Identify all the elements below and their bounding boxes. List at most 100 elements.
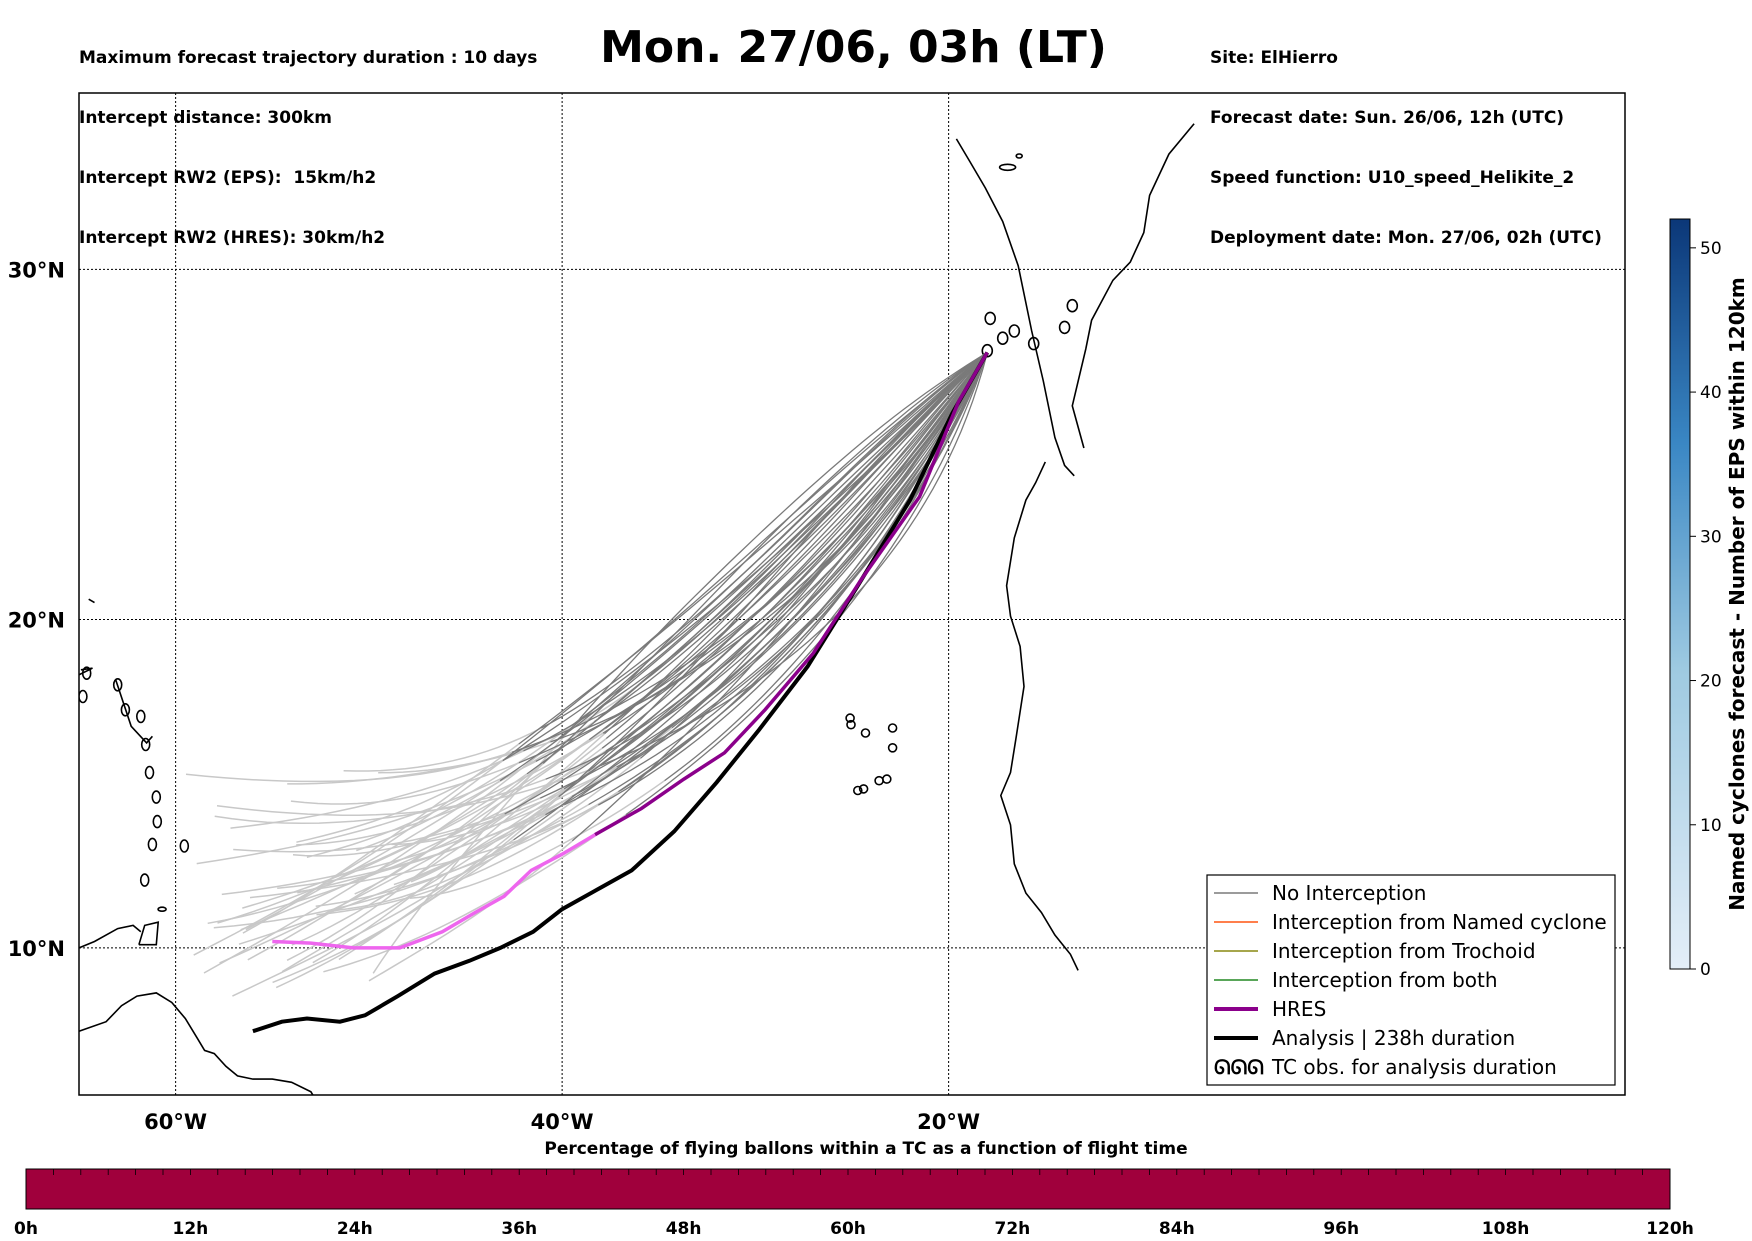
percentage-bar: Percentage of flying ballons within a TC… xyxy=(14,1139,1694,1239)
ensemble-trajectory-early xyxy=(563,352,988,790)
island-canary xyxy=(981,343,994,358)
ensemble-trajectory-early xyxy=(604,352,988,735)
ensemble-trajectory-early xyxy=(518,352,988,764)
island-antilles xyxy=(140,737,151,752)
ensemble-trajectory-late xyxy=(203,738,559,974)
ensemble-trajectory-early xyxy=(526,352,988,775)
ensemble-trajectory-late xyxy=(323,814,627,973)
island-cape-verde xyxy=(846,719,856,730)
island-antilles xyxy=(144,765,155,780)
header-line-intercept-eps: Intercept RW2 (EPS): 15km/h2 xyxy=(79,168,377,188)
ensemble-trajectory-late xyxy=(272,791,565,984)
percentage-tick-label: 0h xyxy=(14,1219,38,1239)
island-cape-verde xyxy=(852,785,863,796)
hres-track-late xyxy=(272,833,596,950)
lon-label: 60°W xyxy=(144,1110,207,1134)
header-right: Site: ElHierro Forecast date: Sun. 26/06… xyxy=(1210,8,1602,268)
legend-label: TC obs. for analysis duration xyxy=(1271,1055,1557,1079)
island-antilles xyxy=(139,873,150,887)
ensemble-trajectory-early xyxy=(594,352,988,723)
percentage-tick-label: 108h xyxy=(1482,1219,1530,1239)
ensemble-trajectory-early xyxy=(605,352,988,730)
header-line-intercept-distance: Intercept distance: 300km xyxy=(79,108,332,128)
legend-label: Interception from Trochoid xyxy=(1272,939,1536,963)
island-canary xyxy=(984,311,997,326)
ensemble-trajectory-early xyxy=(542,351,988,764)
ensemble-trajectory-late xyxy=(193,759,504,956)
legend-label: No Interception xyxy=(1272,881,1426,905)
ensemble-trajectory-early xyxy=(601,352,988,749)
ensemble-trajectory-late xyxy=(242,773,528,909)
island-cape-verde xyxy=(887,742,898,753)
colorbar-tick-label: 0 xyxy=(1700,960,1711,980)
coast-south-america xyxy=(79,992,314,1095)
header-line-deployment-date: Deployment date: Mon. 27/06, 02h (UTC) xyxy=(1210,228,1602,248)
island-canary xyxy=(1058,320,1071,335)
ensemble-trajectory-late xyxy=(230,750,524,829)
percentage-tick-label: 24h xyxy=(337,1219,373,1239)
main-tracks xyxy=(252,351,990,1034)
colorbar-tick-label: 40 xyxy=(1700,383,1722,403)
legend-label: Interception from both xyxy=(1272,968,1498,992)
island-canary xyxy=(996,331,1009,346)
island-antilles xyxy=(120,702,131,717)
lon-label: 20°W xyxy=(917,1110,980,1134)
ensemble-trajectory-late xyxy=(286,762,544,961)
hres-track xyxy=(594,351,989,837)
legend-symbol-tc-obs: ᘏᘏᘏ xyxy=(1214,1055,1264,1079)
map-title: Mon. 27/06, 03h (LT) xyxy=(600,22,1107,73)
ensemble-trajectory-early xyxy=(587,352,988,772)
island-cape-verde xyxy=(860,728,871,738)
island-trinidad xyxy=(138,921,160,946)
ensemble-trajectory-late xyxy=(217,738,590,924)
ensemble-trajectory-late xyxy=(306,724,573,859)
ensemble-trajectory-early xyxy=(579,351,988,720)
colorbar-tick-label: 20 xyxy=(1700,672,1722,692)
colorbar: 0 10 20 30 40 50 Named cyclones forecast - Nu… xyxy=(1669,218,1749,980)
island-porto-santo xyxy=(1015,153,1024,159)
ensemble-trajectory-late xyxy=(185,751,513,783)
island-antilles xyxy=(112,677,123,692)
coastlines xyxy=(79,123,1195,1095)
percentage-tick-label: 72h xyxy=(995,1219,1031,1239)
island-antilles xyxy=(151,790,162,804)
colorbar-tick-label: 30 xyxy=(1700,527,1722,547)
ensemble-trajectory-early xyxy=(571,352,988,727)
island-canary xyxy=(1008,324,1021,338)
coast-africa-north xyxy=(955,138,1075,477)
island-cape-verde xyxy=(845,713,855,723)
percentage-tick-label: 36h xyxy=(501,1219,537,1239)
header-left: Maximum forecast trajectory duration : 1… xyxy=(79,8,537,268)
legend-label: HRES xyxy=(1272,997,1326,1021)
island-cape-verde xyxy=(887,723,898,733)
percentage-bar-background xyxy=(25,1168,1671,1210)
island-canary xyxy=(1027,336,1040,351)
island-antilles xyxy=(152,814,163,829)
legend: No Interception Interception from Named c… xyxy=(1206,874,1616,1086)
ensemble-trajectory-late xyxy=(338,770,589,961)
percentage-tick-label: 12h xyxy=(173,1219,209,1239)
lon-label: 40°W xyxy=(531,1110,594,1134)
percentage-tick-label: 48h xyxy=(666,1219,702,1239)
ensemble-trajectory-early xyxy=(605,352,988,740)
percentage-tick-label: 120h xyxy=(1646,1219,1694,1239)
ensemble-trajectory-late xyxy=(232,839,515,997)
colorbar-tick-label: 10 xyxy=(1700,816,1722,836)
ensemble-trajectory-early xyxy=(618,352,988,793)
percentage-bar-title: Percentage of flying ballons within a TC… xyxy=(544,1139,1187,1159)
lat-label: 10°N xyxy=(8,937,65,961)
colorbar-title: Named cyclones forecast - Number of EPS … xyxy=(1725,277,1749,911)
ensemble-trajectory-late xyxy=(343,727,542,772)
ensemble-trajectory-early xyxy=(557,351,988,740)
lat-label: 30°N xyxy=(8,258,65,282)
island-canary xyxy=(1066,298,1079,313)
ensemble-trajectory-late xyxy=(372,718,581,974)
island-madeira xyxy=(998,163,1017,172)
coast-venezuela xyxy=(79,924,142,949)
reef-mark xyxy=(88,598,95,604)
ensemble-trajectory-early xyxy=(499,352,988,782)
lat-label: 20°N xyxy=(8,608,65,632)
ensemble-trajectory-late xyxy=(216,764,601,816)
ensemble-trajectory-late xyxy=(281,795,560,973)
